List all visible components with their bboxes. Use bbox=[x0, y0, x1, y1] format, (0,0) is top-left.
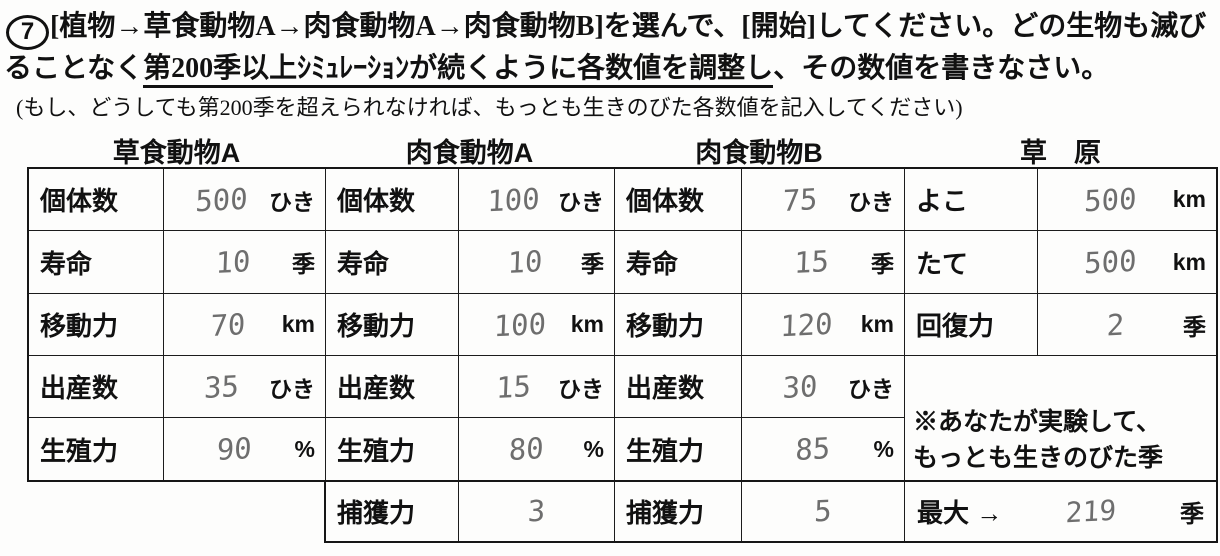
unit-label: km bbox=[860, 311, 894, 337]
unit-label: % bbox=[294, 435, 315, 462]
grassland-width-value: 500 km bbox=[1037, 168, 1217, 231]
grassland-width-label: よこ bbox=[904, 168, 1038, 231]
carnivore-b-mobility-label: 移動力 bbox=[614, 293, 742, 356]
herbivore-a-population-label: 個体数 bbox=[28, 168, 164, 231]
carnivore-a-capture-label: 捕獲力 bbox=[325, 480, 459, 542]
carnivore-a-lifespan-label: 寿命 bbox=[325, 230, 459, 294]
handwritten-value: 10 bbox=[506, 244, 544, 280]
unit-label: ひき bbox=[848, 375, 894, 402]
handwritten-value: 70 bbox=[209, 306, 246, 343]
max-seasons-cell: 最大 → 219 季 bbox=[904, 480, 1217, 542]
carnivore-a-capture-value: 3 bbox=[458, 480, 615, 542]
carnivore-b-births-value: 30 ひき bbox=[741, 355, 905, 418]
carnivore-b-births-label: 出産数 bbox=[614, 355, 742, 418]
experiment-note-line-2: もっとも生きのびた季 bbox=[913, 443, 1164, 472]
handwritten-value: 35 bbox=[203, 368, 240, 405]
handwritten-value: 75 bbox=[781, 181, 819, 218]
unit-label: km bbox=[570, 311, 604, 337]
handwritten-value: 2 bbox=[1106, 306, 1125, 343]
unit-label: ひき bbox=[848, 188, 894, 215]
unit-label: ひき bbox=[269, 188, 315, 215]
carnivore-b-mobility-value: 120 km bbox=[741, 293, 905, 356]
max-seasons-label: 最大 → bbox=[917, 497, 1003, 528]
column-header-carnivore-a: 肉食動物A bbox=[405, 138, 534, 168]
max-seasons-unit: 季 bbox=[1180, 500, 1204, 528]
question-number-badge: 7 bbox=[6, 14, 49, 50]
grassland-height-value: 500 km bbox=[1037, 230, 1217, 294]
carnivore-b-lifespan-label: 寿命 bbox=[614, 230, 742, 294]
carnivore-a-mobility-label: 移動力 bbox=[325, 293, 459, 356]
handwritten-value: 90 bbox=[216, 431, 253, 467]
carnivore-a-births-label: 出産数 bbox=[325, 355, 459, 418]
herbivore-a-fertility-label: 生殖力 bbox=[28, 417, 164, 481]
handwritten-max-value: 219 bbox=[1065, 493, 1117, 529]
instruction-line-2: ることなく第200季以上ｼﾐｭﾚｰｼｮﾝが続くように各数値を調整し、その数値を書… bbox=[4, 46, 1110, 88]
handwritten-value: 500 bbox=[194, 181, 249, 218]
column-header-carnivore-b: 肉食動物B bbox=[695, 138, 823, 168]
instruction-line-2-post: 、その数値を書きなさい。 bbox=[773, 53, 1110, 84]
handwritten-value: 80 bbox=[508, 431, 545, 467]
grassland-recovery-label: 回復力 bbox=[904, 293, 1038, 356]
unit-label: 季 bbox=[292, 251, 315, 277]
experiment-note-line-1: ※あなたが実験して、 bbox=[913, 407, 1162, 436]
carnivore-b-population-label: 個体数 bbox=[614, 168, 742, 231]
instruction-note-line: (もし、どうしても第200季を超えられなければ、もっとも生きのびた各数値を記入し… bbox=[16, 95, 963, 120]
unit-label: km bbox=[281, 311, 315, 337]
handwritten-value: 85 bbox=[794, 431, 831, 467]
herbivore-a-population-value: 500 ひき bbox=[163, 168, 326, 231]
carnivore-b-capture-label: 捕獲力 bbox=[614, 480, 742, 542]
unit-label: ひき bbox=[558, 375, 604, 402]
unit-label: ひき bbox=[558, 188, 604, 215]
herbivore-a-mobility-label: 移動力 bbox=[28, 293, 164, 356]
instruction-line-2-pre: ることなく bbox=[4, 53, 144, 84]
handwritten-value: 100 bbox=[493, 306, 547, 343]
herbivore-a-mobility-value: 70 km bbox=[163, 293, 326, 356]
experiment-note-cell: ※あなたが実験して、 もっとも生きのびた季 bbox=[904, 355, 1217, 481]
unit-label: 季 bbox=[1183, 313, 1206, 340]
carnivore-a-fertility-label: 生殖力 bbox=[325, 417, 459, 481]
column-header-herbivore-a: 草食動物A bbox=[112, 138, 241, 168]
handwritten-value: 10 bbox=[214, 244, 252, 280]
handwritten-value: 500 bbox=[1083, 181, 1138, 218]
unit-label: % bbox=[583, 435, 604, 462]
carnivore-a-mobility-value: 100 km bbox=[458, 293, 615, 356]
herbivore-a-lifespan-value: 10 季 bbox=[163, 230, 326, 294]
carnivore-b-lifespan-value: 15 季 bbox=[741, 230, 905, 294]
carnivore-b-fertility-label: 生殖力 bbox=[614, 417, 742, 481]
carnivore-a-births-value: 15 ひき bbox=[458, 355, 615, 418]
instruction-line-1: 7 [植物→草食動物A→肉食動物A→肉食動物B]を選んで、[開始]してください。ど… bbox=[6, 4, 1206, 50]
unit-label: 季 bbox=[581, 251, 604, 277]
unit-label: 季 bbox=[871, 251, 894, 277]
herbivore-a-births-value: 35 ひき bbox=[163, 355, 326, 418]
handwritten-value: 100 bbox=[486, 181, 541, 218]
carnivore-a-population-value: 100 ひき bbox=[458, 168, 615, 231]
handwritten-value: 5 bbox=[813, 493, 833, 529]
handwritten-value: 3 bbox=[527, 493, 546, 529]
handwritten-value: 120 bbox=[779, 306, 834, 343]
unit-label: km bbox=[1172, 248, 1206, 275]
herbivore-a-fertility-value: 90% bbox=[163, 417, 326, 481]
unit-label: km bbox=[1172, 186, 1206, 212]
carnivore-b-capture-value: 5 bbox=[741, 480, 905, 542]
instruction-line-2-underlined: 第200季以上ｼﾐｭﾚｰｼｮﾝが続くように各数値を調整し bbox=[143, 53, 774, 88]
unit-label: % bbox=[873, 435, 894, 462]
carnivore-a-fertility-value: 80% bbox=[458, 417, 615, 481]
handwritten-value: 15 bbox=[793, 244, 830, 280]
carnivore-b-population-value: 75 ひき bbox=[741, 168, 905, 231]
carnivore-a-lifespan-value: 10 季 bbox=[458, 230, 615, 294]
handwritten-value: 15 bbox=[495, 368, 532, 405]
carnivore-b-fertility-value: 85% bbox=[741, 417, 905, 481]
instruction-line-1-text: [植物→草食動物A→肉食動物A→肉食動物B]を選んで、[開始]してください。どの… bbox=[50, 11, 1207, 42]
unit-label: ひき bbox=[269, 375, 315, 402]
herbivore-a-lifespan-label: 寿命 bbox=[28, 230, 164, 294]
column-header-grassland: 草 原 bbox=[1020, 138, 1101, 168]
carnivore-a-population-label: 個体数 bbox=[325, 168, 459, 231]
handwritten-value: 500 bbox=[1083, 243, 1138, 281]
grassland-height-label: たて bbox=[904, 230, 1038, 294]
herbivore-a-births-label: 出産数 bbox=[28, 355, 164, 418]
handwritten-value: 30 bbox=[781, 368, 819, 405]
